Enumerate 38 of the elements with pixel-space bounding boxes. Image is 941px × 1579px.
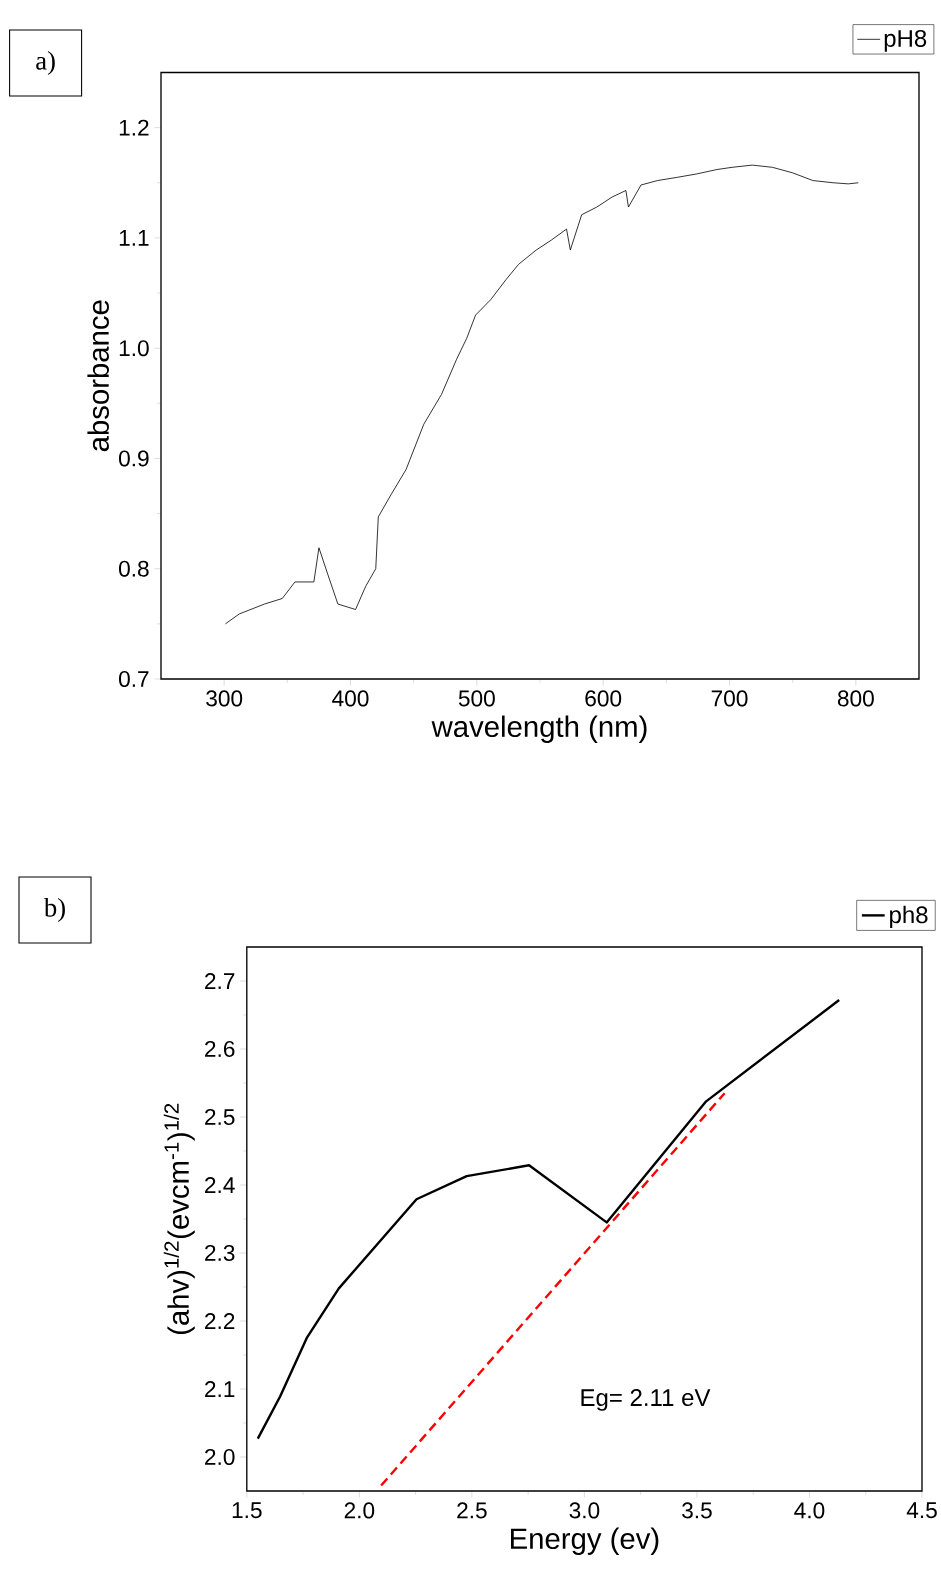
legend-label: pH8 [884,29,927,52]
y-tick-label: 0.7 [118,670,149,688]
x-tick-label: 2.5 [457,1502,487,1519]
y-tick-label: 2.7 [205,973,235,989]
x-tick-label: 800 [837,690,874,707]
y-tick-label: 2.1 [205,1381,235,1397]
x-tick-label: 4.0 [794,1502,825,1519]
y-tick-label: 1.2 [119,119,149,136]
y-axis-title: (ahv)$^{1/2}$(evcm$^{-1}$)$^{1/2}$ [163,1103,195,1335]
x-tick-label: 400 [332,690,369,707]
y-tick-label: 2.3 [205,1244,235,1262]
y-tick-label: 2.6 [205,1040,235,1058]
x-tick-label: 4.5 [906,1502,937,1519]
x-tick-label: 1.5 [232,1502,262,1519]
x-axis-title: Energy (ev) [511,1527,659,1555]
y-tick-label: 2.4 [205,1177,235,1193]
y-axis-title: absorbance [87,300,109,452]
x-tick-label: 3.5 [682,1502,712,1519]
x-tick-label: 700 [711,690,748,707]
x-tick-label: 500 [458,690,495,707]
legend-label: ph8 [890,905,928,929]
x-tick-label: 600 [585,690,622,707]
annotation: Eg= 2.11 eV [581,1389,711,1411]
x-axis-title: wavelength (nm) [431,715,647,743]
y-tick-label: 2.0 [205,1448,235,1466]
y-tick-label: 1.0 [119,340,149,357]
y-tick-label: 2.5 [205,1108,235,1126]
y-tick-label: 1.1 [119,230,149,246]
y-tick-label: 2.2 [205,1313,235,1329]
x-tick-label: 3.0 [569,1502,600,1519]
text: a) [36,50,55,76]
x-tick-label: 300 [206,690,243,707]
line-series [256,998,841,1440]
x-tick-label: 2.0 [344,1502,375,1519]
y-tick-label: 0.9 [118,450,149,467]
line-series [225,164,859,625]
y-tick-label: 0.8 [118,560,149,577]
text: b) [43,897,65,923]
